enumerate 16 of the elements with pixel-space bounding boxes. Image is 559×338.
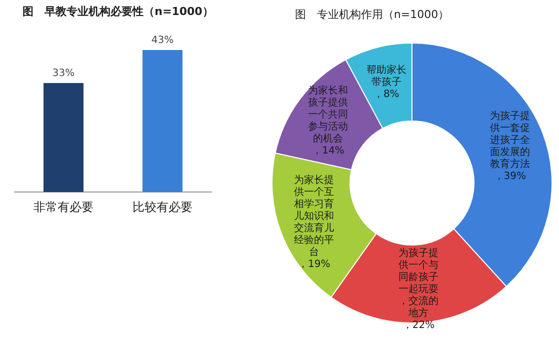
data-label: 33% bbox=[52, 68, 75, 80]
data-label: ，8% bbox=[373, 89, 400, 100]
slice-label: 帮助家长带孩子 bbox=[366, 64, 406, 88]
x-tick-label: 非常有必要 bbox=[34, 200, 94, 214]
data-label: ，19% bbox=[298, 258, 330, 270]
chart-title: 图 早教专业机构必要性（n=1000） bbox=[22, 5, 214, 18]
data-label: ，14% bbox=[312, 146, 344, 157]
slice-label: 为家长和孩子提供一个共同参与活动的机会 bbox=[308, 84, 348, 145]
chart-title: 图 专业机构作用（n=1000） bbox=[294, 8, 450, 21]
slice-label: 为孩子提供一个与同龄孩子一起玩耍，交流的地方 bbox=[398, 246, 438, 319]
data-label: ，22% bbox=[402, 320, 435, 331]
slice-label: 为家长提供一个互相学习育儿知识和交流育儿经验的平台 bbox=[294, 174, 334, 258]
data-label: 43% bbox=[151, 35, 174, 46]
data-label: ，39% bbox=[494, 171, 526, 182]
slice-label: 为孩子提供一套促进孩子全面发展的教育方法 bbox=[490, 110, 530, 170]
x-tick-label: 比较有必要 bbox=[132, 200, 192, 214]
